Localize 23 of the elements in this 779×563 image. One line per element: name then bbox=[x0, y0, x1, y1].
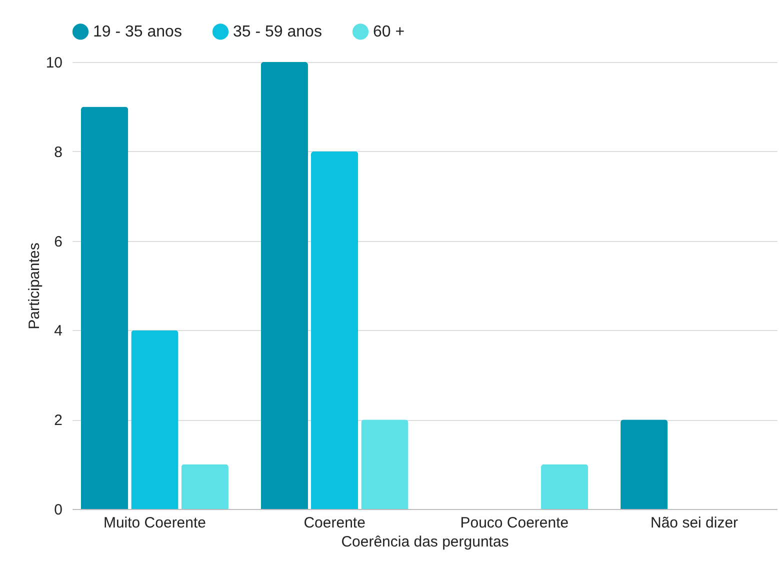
y-tick-label: 6 bbox=[54, 233, 62, 250]
bar bbox=[181, 464, 228, 509]
y-axis-title: Participantes bbox=[26, 242, 43, 330]
y-tick-label: 8 bbox=[54, 144, 62, 161]
x-tick-label: Muito Coerente bbox=[103, 514, 206, 532]
y-tick-label: 0 bbox=[54, 502, 62, 518]
legend-label: 19 - 35 anos bbox=[93, 24, 182, 41]
bar bbox=[80, 106, 128, 509]
bar bbox=[620, 420, 668, 509]
y-tick-label: 10 bbox=[46, 54, 62, 72]
bar bbox=[361, 420, 408, 509]
legend-label: 60 + bbox=[373, 24, 405, 41]
bar bbox=[541, 464, 588, 509]
y-tick-label: 2 bbox=[54, 412, 62, 430]
bar bbox=[311, 151, 358, 509]
bar bbox=[260, 62, 308, 509]
x-tick-label: Pouco Coerente bbox=[460, 514, 569, 532]
bar bbox=[131, 330, 178, 509]
x-tick-label: Não sei dizer bbox=[650, 514, 738, 532]
y-tick-label: 4 bbox=[54, 322, 62, 340]
x-axis-title: Coerência das perguntas bbox=[341, 534, 509, 550]
x-tick-label: Coerente bbox=[304, 514, 366, 532]
legend-label: 35 - 59 anos bbox=[233, 24, 322, 41]
